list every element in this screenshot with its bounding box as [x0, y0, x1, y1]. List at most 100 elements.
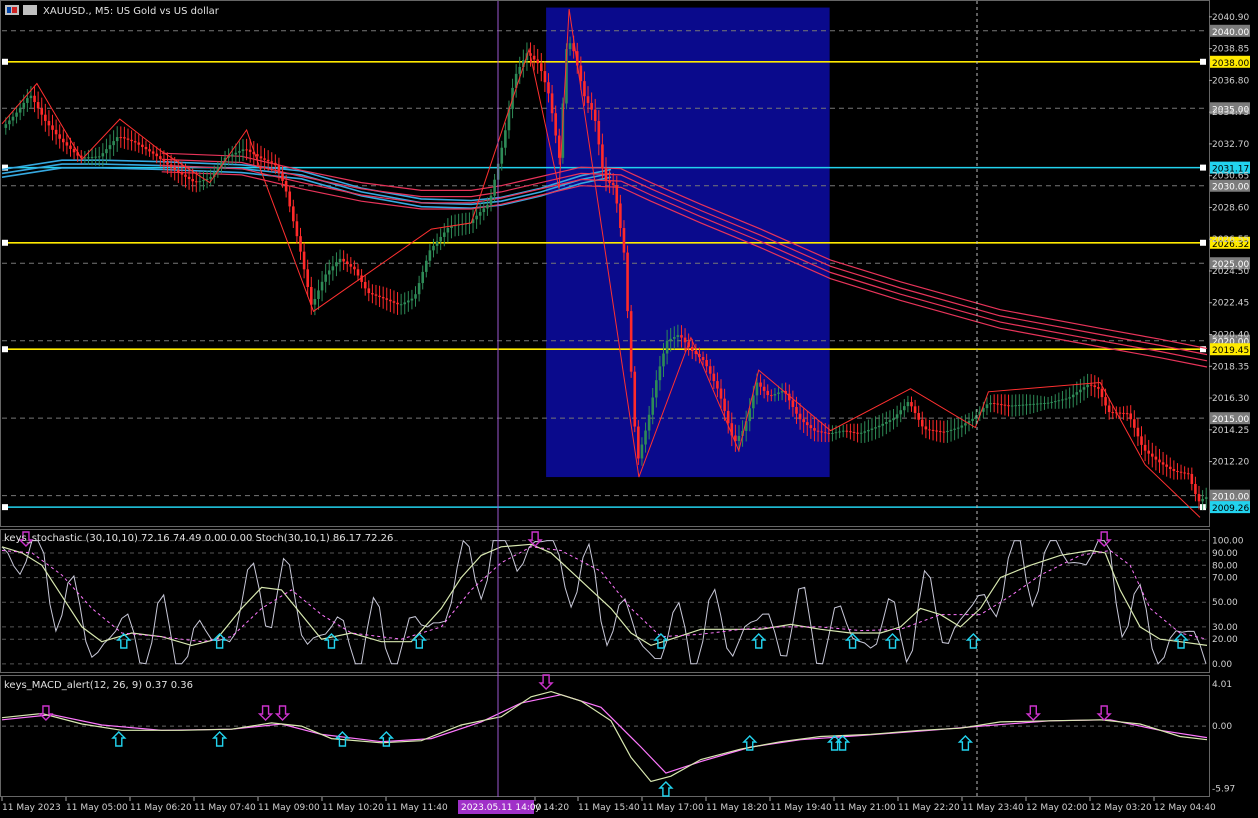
bull-candle: [518, 66, 522, 74]
bull-candle: [1010, 405, 1014, 407]
price-tag-bg: [1210, 412, 1250, 425]
bear-candle: [1147, 450, 1150, 454]
bull-candle: [105, 149, 108, 154]
bear-candle: [1007, 405, 1010, 407]
bear-candle: [1172, 469, 1176, 471]
time-label: 11 May 18:20: [706, 803, 768, 813]
up-arrow-icon: [834, 735, 851, 751]
chart-header: XAUUSD., M5: US Gold vs US dollar: [5, 5, 220, 17]
macd-main-line: [1, 690, 1208, 783]
bull-candle: [903, 406, 906, 411]
bull-candle: [1035, 403, 1039, 405]
level-line-handle: [1200, 58, 1206, 65]
up-arrow-icon: [965, 633, 982, 649]
bull-candle: [450, 225, 453, 229]
bear-candle: [299, 236, 302, 252]
bear-candle: [557, 135, 561, 158]
bear-candle: [547, 82, 550, 94]
bear-candle: [540, 63, 543, 72]
bull-candle: [238, 151, 241, 153]
price-tag-label: 2009.26: [1212, 504, 1249, 514]
bull-candle: [227, 156, 230, 158]
price-tick-label: 2036.80: [1212, 76, 1249, 86]
bear-candle: [159, 156, 162, 159]
bull-candle: [1018, 404, 1021, 406]
bear-candle: [554, 113, 557, 136]
bear-candle: [928, 429, 931, 431]
bear-candle: [33, 95, 36, 103]
bear-candle: [54, 129, 58, 135]
bear-candle: [1158, 459, 1161, 463]
bull-candle: [777, 392, 780, 395]
price-tag-bg: [1210, 102, 1250, 115]
up-arrow-icon: [323, 633, 340, 649]
down-arrow-icon: [274, 705, 291, 721]
bull-candle: [11, 116, 15, 121]
up-arrow-icon: [653, 633, 669, 649]
bull-candle: [1071, 394, 1075, 398]
bull-candle: [471, 219, 475, 223]
bull-candle: [493, 179, 496, 196]
bear-candle: [633, 371, 637, 427]
bear-candle: [1097, 387, 1100, 389]
bear-candle: [910, 402, 913, 407]
price-tag-label: 2020.00: [1212, 338, 1249, 348]
bear-candle: [938, 431, 942, 433]
bear-candle: [306, 269, 309, 287]
bull-candle: [780, 391, 784, 393]
bear-candle: [270, 161, 274, 163]
bull-candle: [87, 157, 90, 159]
bear-candle: [51, 125, 54, 130]
bear-candle: [1100, 388, 1104, 398]
bull-candle: [421, 271, 425, 284]
bear-candle: [766, 390, 770, 396]
bull-candle: [108, 145, 112, 150]
bull-candle: [1075, 392, 1079, 395]
crosshair-time-tag: 2023.05.11 14:00: [461, 803, 542, 813]
bear-candle: [931, 429, 935, 431]
bear-candle: [274, 162, 277, 166]
bull-candle: [744, 421, 748, 431]
bear-candle: [1111, 412, 1115, 414]
bear-candle: [342, 258, 345, 262]
time-label: 12 May 03:20: [1090, 803, 1152, 813]
bull-candle: [1086, 384, 1089, 388]
bull-candle: [1039, 403, 1043, 405]
bull-candle: [640, 444, 644, 459]
red-moving-average: [161, 165, 1208, 362]
bear-candle: [708, 366, 712, 374]
time-label: 11 May 10:20: [322, 803, 384, 813]
bear-candle: [1154, 456, 1158, 460]
bull-candle: [885, 422, 888, 424]
bull-candle: [662, 353, 665, 367]
bear-candle: [852, 431, 856, 433]
bull-candle: [870, 428, 874, 430]
time-label: 11 May 2023: [2, 803, 61, 813]
stoch-tick-label: 70.00: [1212, 574, 1238, 584]
bear-candle: [536, 59, 540, 64]
bear-candle: [809, 425, 813, 429]
bear-candle: [309, 286, 313, 305]
bear-candle: [155, 153, 159, 157]
bear-candle: [996, 403, 1000, 405]
bear-candle: [734, 435, 737, 442]
bear-candle: [277, 165, 281, 174]
price-tag-bg: [1210, 489, 1250, 502]
bear-candle: [805, 422, 809, 426]
bull-candle: [500, 147, 504, 164]
bear-candle: [263, 158, 266, 160]
macd-indicator-title: keys_MACD_alert(12, 26, 9) 0.37 0.36: [4, 680, 193, 691]
bull-candle: [863, 431, 867, 433]
up-arrow-icon: [1173, 633, 1189, 649]
bull-candle: [985, 404, 989, 409]
bear-candle: [295, 221, 299, 237]
bear-candle: [611, 182, 615, 186]
macd-panel-frame: [0, 675, 1210, 797]
stoch-tick-label: 50.00: [1212, 598, 1238, 608]
one-click-trading-icon[interactable]: [23, 5, 37, 15]
bear-candle: [353, 266, 356, 270]
price-tick-label: 2020.40: [1212, 331, 1249, 341]
bull-candle: [1028, 404, 1032, 406]
bull-candle: [655, 380, 658, 398]
